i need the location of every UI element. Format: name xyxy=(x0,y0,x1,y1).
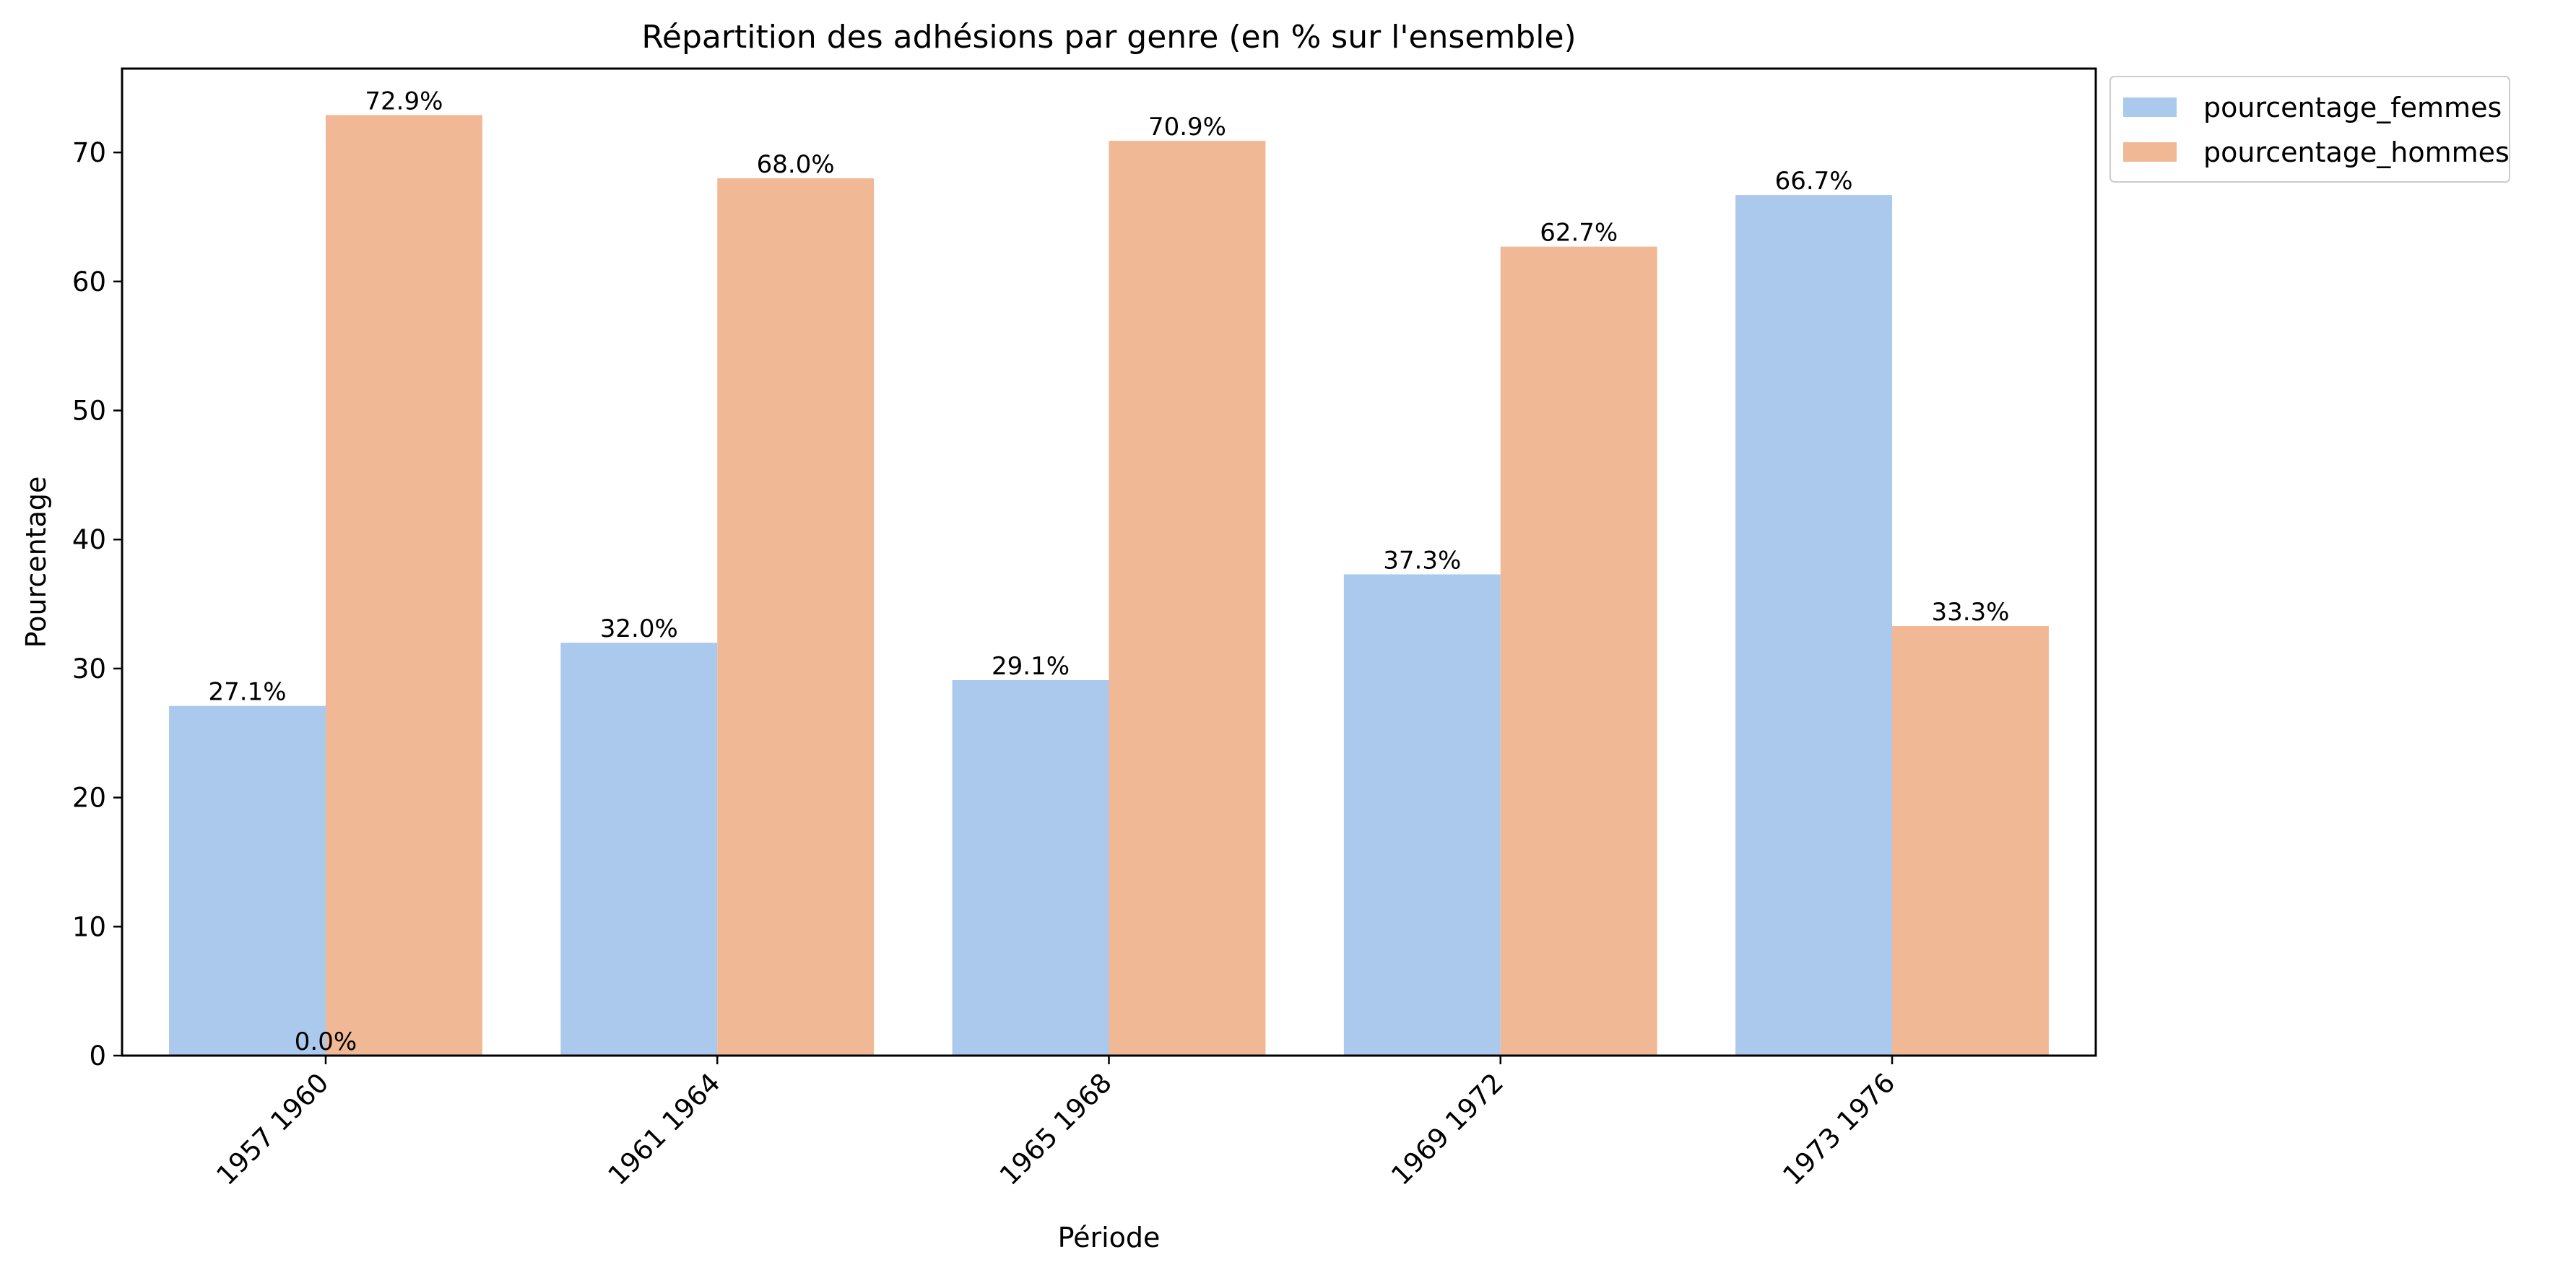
data-labels-layer: 27.1% 32.0% 29.1% 37.3% 66.7% 72.9% 68.0% 70.9%… xyxy=(209,87,2010,1056)
data-label-pourcentage_hommes-3: 62.7% xyxy=(1540,219,1618,248)
bar-pourcentage_femmes-4 xyxy=(1735,195,1893,1056)
legend-label-pourcentage_femmes: pourcentage_femmes xyxy=(2203,92,2502,123)
x-axis-label: Période xyxy=(1058,1222,1161,1253)
bar-pourcentage_hommes-3 xyxy=(1500,246,1657,1056)
legend-box xyxy=(2109,76,2510,183)
bar-pourcentage_hommes-1 xyxy=(717,178,875,1056)
data-label-pourcentage_femmes-3: 37.3% xyxy=(1383,546,1461,575)
bar-pourcentage_hommes-2 xyxy=(1109,141,1266,1056)
data-label-pourcentage_hommes-1: 68.0% xyxy=(757,150,835,179)
legend-swatch-pourcentage_femmes xyxy=(2123,97,2177,117)
data-label-pourcentage_femmes-0: 27.1% xyxy=(209,678,287,707)
data-label-pourcentage_femmes-2: 29.1% xyxy=(992,652,1070,681)
y-tick-label-30: 30 xyxy=(72,653,106,684)
legend-swatch-pourcentage_hommes xyxy=(2123,142,2177,162)
y-axis-label: Pourcentage xyxy=(20,477,52,648)
extra-data-label-0: 0.0% xyxy=(295,1027,357,1056)
bars-layer xyxy=(169,115,2049,1056)
data-label-pourcentage_femmes-4: 66.7% xyxy=(1775,167,1853,196)
bar-pourcentage_femmes-3 xyxy=(1343,574,1501,1056)
y-tick-label-40: 40 xyxy=(72,524,106,555)
bar-pourcentage_hommes-4 xyxy=(1892,625,2049,1056)
data-label-pourcentage_hommes-2: 70.9% xyxy=(1148,113,1226,142)
y-tick-label-0: 0 xyxy=(89,1040,106,1071)
chart-title: Répartition des adhésions par genre (en … xyxy=(641,19,1576,56)
y-tick-label-10: 10 xyxy=(72,911,106,942)
legend-label-pourcentage_hommes: pourcentage_hommes xyxy=(2203,136,2510,168)
y-tick-label-70: 70 xyxy=(72,137,106,168)
bar-pourcentage_femmes-2 xyxy=(952,680,1109,1056)
data-label-pourcentage_femmes-1: 32.0% xyxy=(600,614,678,643)
legend: pourcentage_femmes pourcentage_hommes xyxy=(2109,76,2510,183)
data-label-pourcentage_hommes-4: 33.3% xyxy=(1931,598,2009,627)
bar-pourcentage_hommes-0 xyxy=(325,115,482,1056)
bar-pourcentage_femmes-0 xyxy=(169,705,326,1056)
y-tick-label-20: 20 xyxy=(72,783,106,814)
bar-pourcentage_femmes-1 xyxy=(560,643,718,1056)
y-tick-label-60: 60 xyxy=(72,266,106,297)
y-tick-label-50: 50 xyxy=(72,396,106,427)
data-label-pourcentage_hommes-0: 72.9% xyxy=(365,87,443,116)
